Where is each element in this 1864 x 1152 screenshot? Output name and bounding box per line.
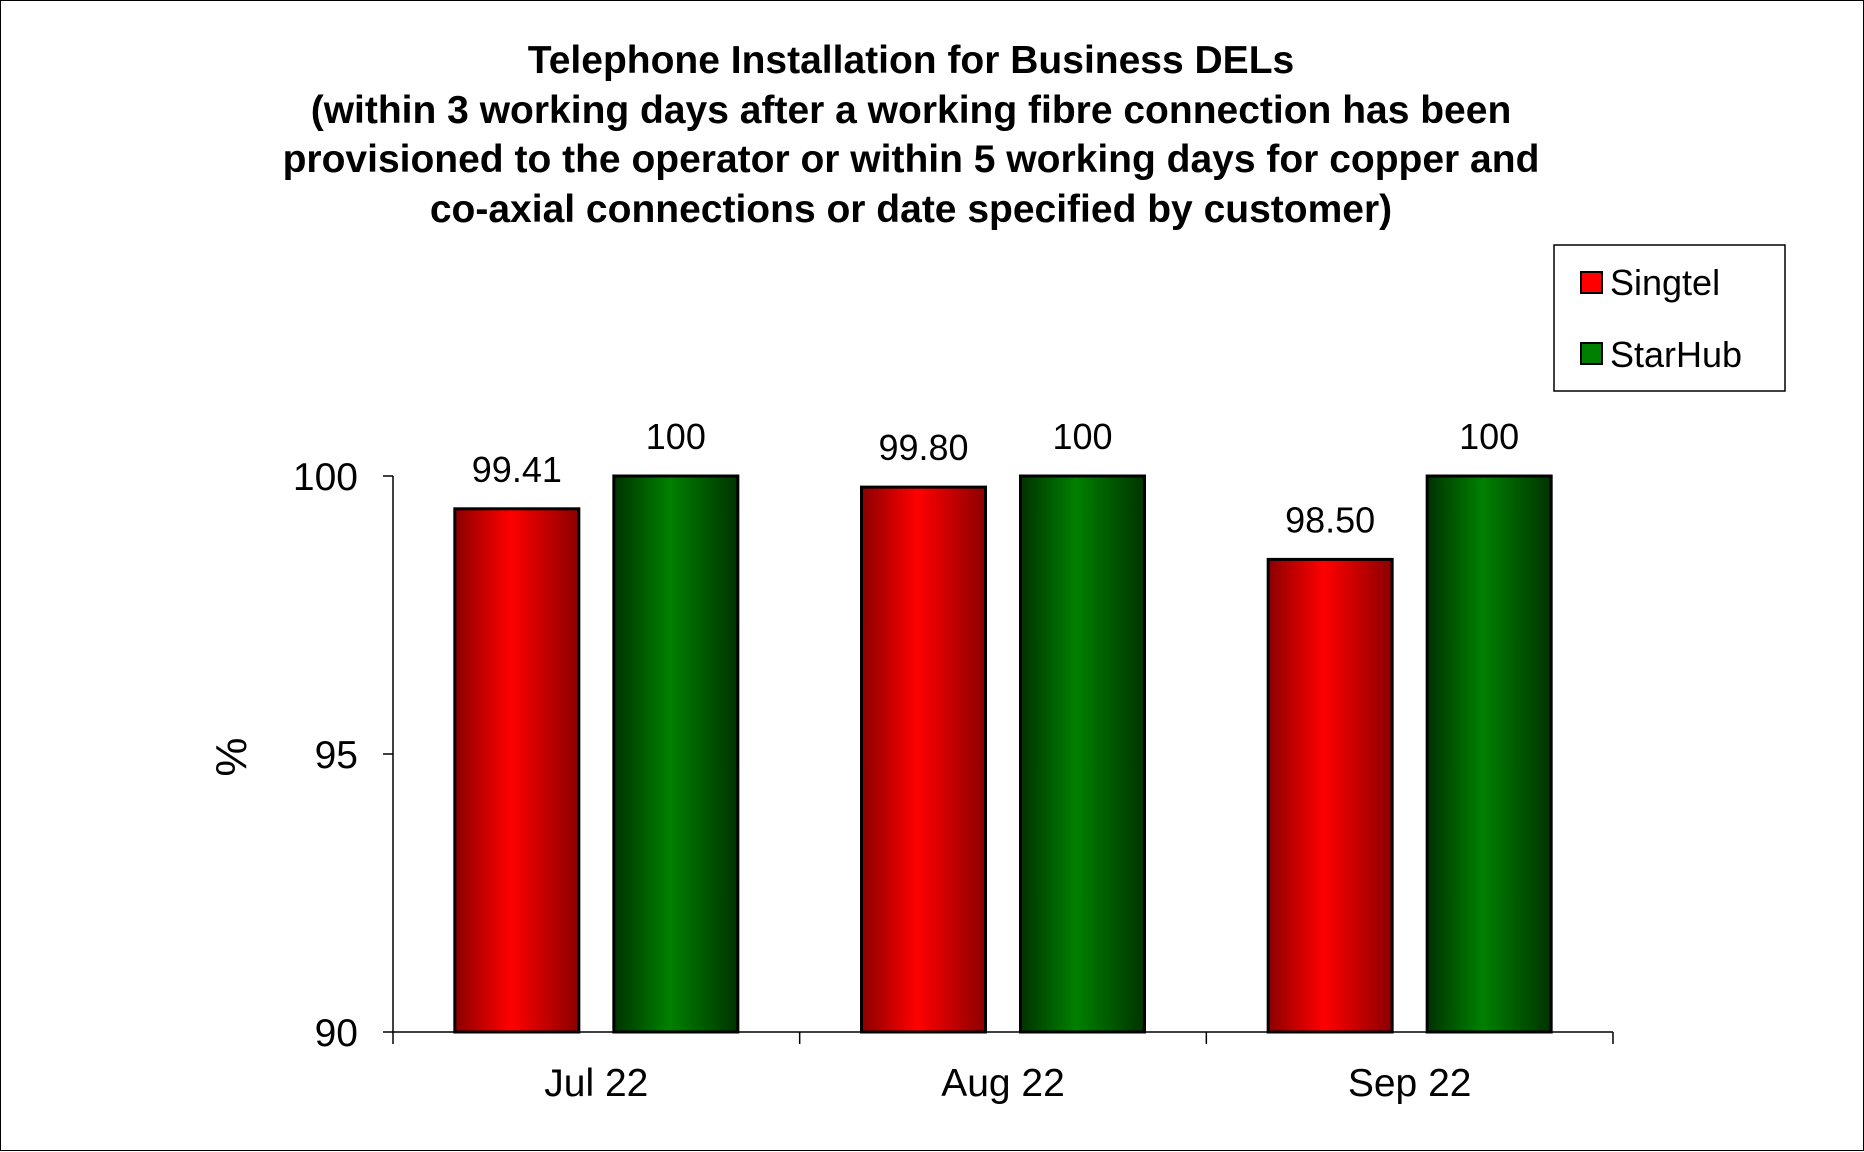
x-tick-label: Sep 22 (1348, 1062, 1472, 1105)
x-tick-label: Jul 22 (544, 1062, 648, 1105)
bar-starhub-1 (612, 474, 740, 1034)
legend-swatch-starhub (1580, 342, 1603, 365)
bar-singtel-3 (1266, 557, 1394, 1034)
data-label-starhub-3: 100 (1459, 416, 1519, 457)
legend-label-singtel: Singtel (1610, 262, 1720, 303)
y-tick-label: 100 (293, 456, 358, 499)
bar-starhub-3 (1425, 474, 1553, 1034)
bar-starhub-2 (1019, 474, 1146, 1034)
legend: Singtel StarHub (1553, 244, 1786, 392)
plot-area: 90 95 100 99.41 100 Jul 22 99.80 100 Aug 22 98.50… (293, 416, 1614, 1105)
y-axis-title: % (207, 737, 256, 776)
y-tick-label: 95 (315, 734, 358, 777)
x-tick-label: Aug 22 (941, 1062, 1065, 1105)
chart-title-line-1: Telephone Installation for Business DELs (528, 39, 1294, 82)
data-label-starhub-1: 100 (646, 416, 706, 457)
data-label-singtel-3: 98.50 (1285, 499, 1375, 540)
chart-title-line-4: co-axial connections or date specified b… (430, 188, 1392, 231)
legend-label-starhub: StarHub (1610, 334, 1742, 375)
chart-title-line-3: provisioned to the operator or within 5 … (283, 138, 1540, 181)
data-label-singtel-1: 99.41 (472, 449, 562, 490)
chart-title-line-2: (within 3 working days after a working f… (311, 89, 1512, 132)
bar-singtel-1 (453, 507, 581, 1034)
data-label-starhub-2: 100 (1052, 416, 1112, 457)
legend-swatch-singtel (1580, 271, 1603, 294)
legend-box (1553, 244, 1786, 392)
bar-singtel-2 (860, 485, 987, 1034)
data-label-singtel-2: 99.80 (878, 427, 968, 468)
y-tick-label: 90 (315, 1012, 358, 1055)
